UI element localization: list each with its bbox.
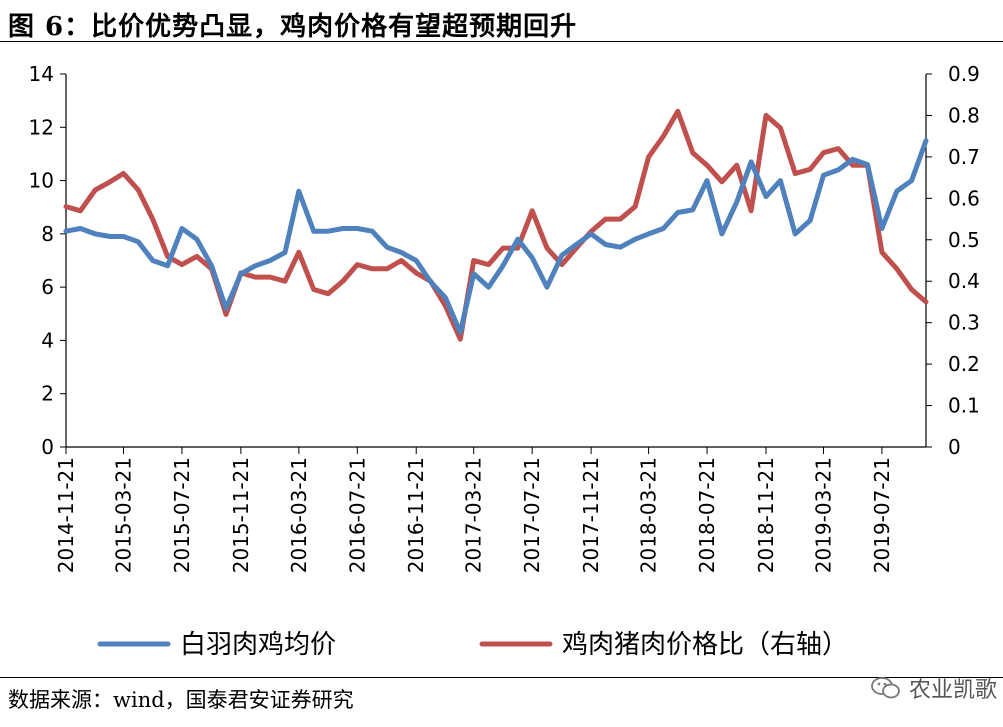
x-tick-label: 2014-11-21 [54, 457, 78, 573]
right-tick-label: 0 [948, 435, 961, 459]
x-tick-label: 2017-07-21 [520, 457, 544, 573]
left-tick-label: 2 [41, 382, 54, 406]
left-tick-label: 14 [29, 62, 54, 86]
left-tick-label: 6 [41, 275, 54, 299]
x-tick-label: 2018-11-21 [754, 457, 778, 573]
source-note: 数据来源：wind，国泰君安证券研究 [8, 688, 354, 712]
x-tick-label: 2018-07-21 [695, 457, 719, 573]
left-tick-label: 0 [41, 435, 54, 459]
right-tick-label: 0.7 [948, 145, 980, 169]
x-tick-label: 2015-07-21 [170, 457, 194, 573]
right-tick-label: 0.2 [948, 352, 980, 376]
x-tick-label: 2016-11-21 [404, 457, 428, 573]
left-tick-label: 8 [41, 222, 54, 246]
watermark-text: 农业凯歌 [908, 678, 997, 703]
right-tick-label: 0.9 [948, 62, 980, 86]
x-tick-label: 2016-07-21 [345, 457, 369, 573]
x-tick-label: 2015-03-21 [111, 457, 135, 573]
right-tick-label: 0.6 [948, 186, 980, 210]
right-tick-label: 0.3 [948, 311, 980, 335]
right-tick-label: 0.4 [948, 269, 980, 293]
axes-layer: 0 2 4 6 8 10 12 14 0 0.1 0.2 0.3 0.4 0.5 0.6 0.7 0.8 0.9 2… [29, 62, 980, 573]
chart-title: 图 6：比价优势凸显，鸡肉价格有望超预期回升 [8, 12, 578, 42]
legend-layer: 白羽肉鸡均价 鸡肉猪肉价格比（右轴） [97, 630, 848, 660]
left-tick-label: 4 [41, 328, 54, 352]
left-tick-label: 10 [29, 169, 54, 193]
source-divider [0, 677, 1003, 678]
x-tick-label: 2018-03-21 [637, 457, 661, 573]
x-tick-label: 2019-03-21 [811, 457, 835, 573]
x-tick-label: 2019-07-21 [870, 457, 894, 573]
x-tick-label: 2016-03-21 [287, 457, 311, 573]
right-tick-label: 0.5 [948, 228, 980, 252]
wechat-logo-icon [871, 677, 900, 699]
series-line-broiler-price [63, 138, 929, 335]
legend-label: 白羽肉鸡均价 [180, 630, 336, 660]
x-tick-label: 2015-11-21 [229, 457, 253, 573]
chart-figure: 0 2 4 6 8 10 12 14 0 0.1 0.2 0.3 0.4 0.5 0.6 0.7 0.8 0.9 2… [29, 62, 980, 660]
watermark: 农业凯歌 [871, 672, 997, 704]
series-line-chicken-pork-ratio [63, 108, 929, 342]
x-tick-label: 2017-11-21 [579, 457, 603, 573]
right-tick-label: 0.8 [948, 103, 980, 127]
right-tick-label: 0.1 [948, 394, 980, 418]
series-layer [63, 108, 929, 342]
x-tick-label: 2017-03-21 [462, 457, 486, 573]
title-divider [0, 41, 1003, 42]
left-tick-label: 12 [29, 115, 54, 139]
legend-label: 鸡肉猪肉价格比（右轴） [562, 630, 848, 660]
